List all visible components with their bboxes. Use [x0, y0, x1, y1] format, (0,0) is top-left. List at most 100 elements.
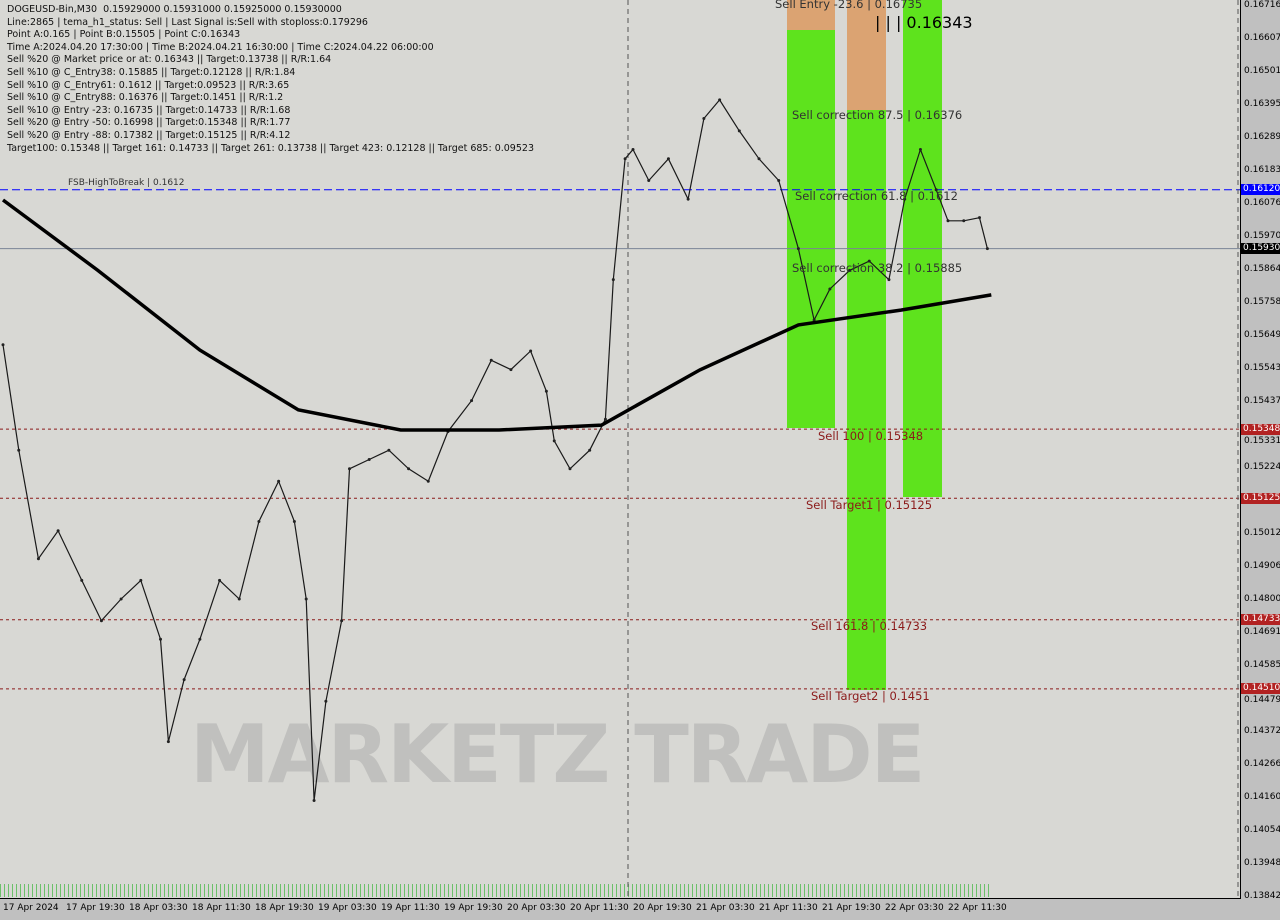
x-tick-label: 17 Apr 2024 — [3, 903, 59, 913]
info-line: Sell %10 @ Entry -23: 0.16735 || Target:… — [7, 104, 291, 116]
price-point — [812, 318, 816, 322]
price-point — [611, 278, 615, 282]
price-point — [529, 349, 533, 353]
price-point — [119, 597, 123, 601]
y-tick-label: 0.16501 — [1244, 66, 1280, 76]
y-tick-label: 0.13842 — [1244, 891, 1280, 901]
price-point — [757, 157, 761, 161]
x-tick-label: 18 Apr 11:30 — [192, 903, 251, 913]
price-point — [552, 439, 556, 443]
y-tick-label: 0.15970 — [1244, 231, 1280, 241]
info-line: Sell %20 @ Entry -50: 0.16998 || Target:… — [7, 117, 291, 129]
x-tick-label: 22 Apr 11:30 — [948, 903, 1007, 913]
axis-price-tag: 0.14510 — [1241, 683, 1280, 694]
y-tick-label: 0.16716 — [1244, 0, 1280, 10]
chart-plot-area[interactable]: MARKETZ TRADE DOGEUSD-Bin,M30 0.15929000… — [0, 0, 1241, 899]
axis-price-tag: 0.16120 — [1241, 184, 1280, 195]
volume-histogram — [0, 884, 990, 897]
price-point — [99, 619, 103, 623]
price-point — [686, 197, 690, 201]
price-point — [737, 129, 741, 133]
x-tick-label: 18 Apr 03:30 — [129, 903, 188, 913]
sell-zone-orange-1 — [787, 0, 835, 30]
info-line: Sell %20 @ Entry -88: 0.17382 || Target:… — [7, 129, 291, 141]
label-sell-target1: Sell Target1 | 0.15125 — [806, 498, 933, 512]
y-tick-label: 0.14906 — [1244, 561, 1280, 571]
info-line: Target100: 0.15348 || Target 161: 0.1473… — [7, 142, 534, 154]
x-tick-label: 21 Apr 19:30 — [822, 903, 881, 913]
price-point — [470, 399, 474, 403]
label-sell-161: Sell 161.8 | 0.14733 — [811, 619, 928, 633]
price-point — [159, 637, 162, 641]
info-line: Point A:0.165 | Point B:0.15505 | Point … — [7, 29, 241, 41]
price-point — [623, 157, 627, 161]
price-point — [647, 178, 651, 182]
price-point — [903, 197, 907, 201]
y-tick-label: 0.13948 — [1244, 858, 1280, 868]
price-point — [867, 259, 871, 263]
axis-price-tag: 0.14733 — [1241, 614, 1280, 625]
price-point — [718, 98, 722, 102]
price-point — [603, 417, 607, 421]
series-line-ma-slow — [1, 198, 992, 432]
signal-info-panel: DOGEUSD-Bin,M30 0.15929000 0.15931000 0.… — [7, 4, 534, 155]
price-point — [962, 219, 966, 223]
label-correction-382: Sell correction 38.2 | 0.15885 — [792, 261, 963, 275]
sell-zone-orange-2 — [847, 0, 886, 110]
price-chart-svg — [0, 0, 1240, 898]
price-point — [934, 188, 938, 192]
y-tick-label: 0.14585 — [1244, 660, 1280, 670]
x-tick-label: 18 Apr 19:30 — [255, 903, 314, 913]
info-line: Time A:2024.04.20 17:30:00 | Time B:2024… — [7, 41, 434, 53]
sell-zone-green-2 — [847, 110, 886, 690]
series-line-price — [2, 98, 988, 801]
price-point — [978, 216, 981, 220]
x-tick-label: 20 Apr 19:30 — [633, 903, 692, 913]
price-point — [387, 448, 391, 452]
axis-price-tag: 0.15348 — [1241, 424, 1280, 435]
price-point — [985, 247, 989, 251]
y-tick-label: 0.14691 — [1244, 627, 1280, 637]
price-point — [304, 597, 308, 601]
price-point — [666, 157, 670, 161]
info-line: Sell %20 @ Market price or at: 0.16343 |… — [7, 54, 332, 66]
price-point — [848, 268, 852, 272]
y-tick-label: 0.14800 — [1244, 594, 1280, 604]
info-line: DOGEUSD-Bin,M30 0.15929000 0.15931000 0.… — [7, 4, 342, 15]
price-point — [218, 578, 222, 582]
label-fsb-high: FSB-HighToBreak | 0.1612 — [68, 178, 185, 188]
y-tick-label: 0.14372 — [1244, 726, 1280, 736]
y-tick-label: 0.16076 — [1244, 198, 1280, 208]
y-tick-label: 0.14266 — [1244, 759, 1280, 769]
info-line: Sell %10 @ C_Entry38: 0.15885 || Target:… — [7, 66, 296, 78]
price-point — [407, 467, 411, 471]
price-point — [631, 147, 635, 151]
price-point — [257, 519, 261, 523]
info-line: Sell %10 @ C_Entry88: 0.16376 || Target:… — [7, 92, 284, 104]
price-point — [340, 619, 344, 623]
price-point — [887, 278, 891, 282]
y-tick-label: 0.14479 — [1244, 695, 1280, 705]
y-tick-label: 0.16183 — [1244, 165, 1280, 175]
price-point — [312, 799, 316, 803]
info-line: Sell %10 @ C_Entry61: 0.1612 || Target:0… — [7, 79, 290, 91]
price-point — [702, 116, 706, 120]
y-tick-label: 0.14160 — [1244, 792, 1280, 802]
price-point — [918, 147, 922, 151]
label-correction-875: Sell correction 87.5 | 0.16376 — [792, 108, 963, 122]
price-point — [166, 740, 170, 744]
price-point — [348, 467, 351, 471]
y-tick-label: 0.16395 — [1244, 99, 1280, 109]
x-tick-label: 21 Apr 03:30 — [696, 903, 755, 913]
price-point — [544, 389, 548, 393]
price-point — [198, 637, 202, 641]
y-tick-label: 0.15649 — [1244, 330, 1280, 340]
price-point — [509, 368, 513, 372]
price-point — [237, 597, 241, 601]
x-tick-label: 21 Apr 11:30 — [759, 903, 818, 913]
price-point — [324, 699, 328, 703]
label-sell-target2: Sell Target2 | 0.1451 — [811, 689, 930, 703]
price-point — [946, 219, 950, 223]
price-point — [777, 178, 781, 182]
x-tick-label: 19 Apr 19:30 — [444, 903, 503, 913]
